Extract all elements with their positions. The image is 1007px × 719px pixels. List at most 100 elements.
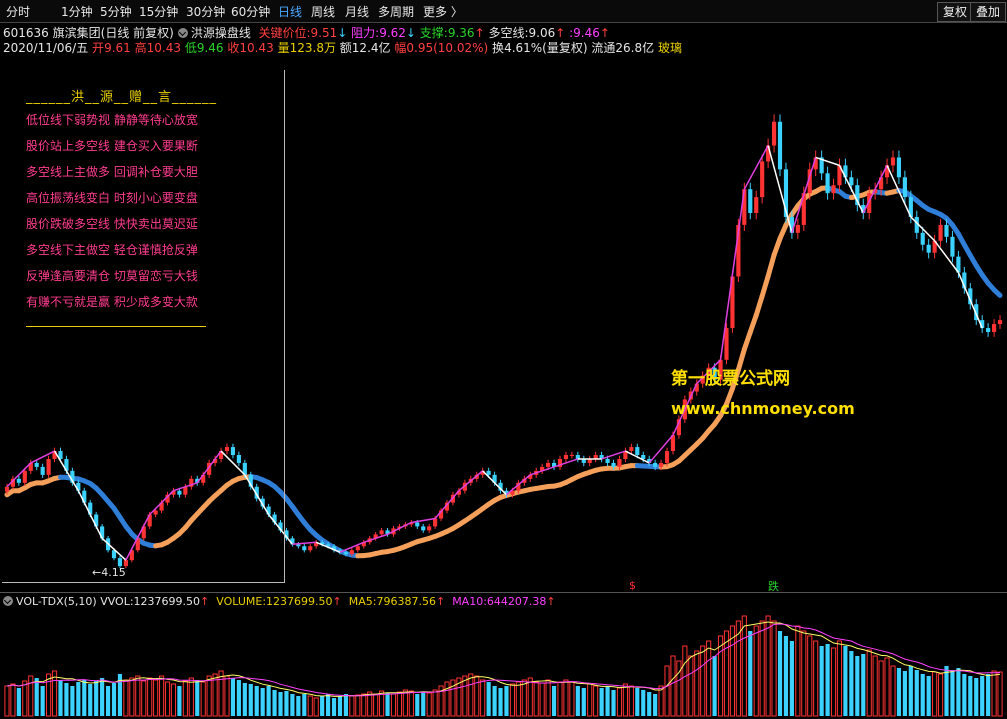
float-value: 26.8亿 [615, 41, 655, 55]
tab-multi-period[interactable]: 多周期 [378, 5, 415, 19]
moving-average-segment [735, 346, 747, 373]
candle-body [825, 173, 830, 194]
volume-ma10-line [6, 623, 1001, 697]
tab-more[interactable]: 更多 〉 [423, 5, 463, 19]
volume-bar [390, 693, 397, 717]
trend-line-segment [530, 466, 555, 476]
trend-line-segment [77, 490, 103, 539]
candle-body [248, 474, 253, 487]
volume-bar [843, 646, 848, 716]
volume-bar [700, 645, 706, 717]
volume-bar [349, 695, 355, 717]
candle-body [159, 502, 164, 511]
candle-body [337, 550, 343, 553]
trend-line-segment [743, 145, 769, 190]
volume-bar [58, 680, 63, 716]
candle-body [111, 550, 117, 559]
candle-body [766, 145, 771, 162]
volume-bar [605, 686, 610, 716]
quote-info-line: 2020/11/06/五 开9.61 高10.43 低9.46 收10.43 量… [3, 39, 1003, 55]
volume-bar [4, 685, 10, 717]
candle-body [760, 161, 765, 198]
candle-body [201, 474, 206, 483]
volume-bar [855, 656, 860, 716]
candle-body [58, 451, 63, 459]
candle-body [462, 482, 467, 491]
tab-monthly[interactable]: 月线 [345, 5, 370, 19]
volume-bar [415, 694, 420, 716]
volume-bar [206, 675, 212, 717]
candle-body [260, 498, 265, 507]
amount-label: 额 [339, 41, 352, 55]
candle-body [498, 482, 503, 491]
candle-body [94, 514, 99, 527]
candle-body [10, 478, 16, 487]
volume-bar [593, 685, 599, 717]
volume-bar [729, 625, 736, 717]
tab-weekly[interactable]: 周线 [311, 5, 336, 19]
poem-line: 有赚不亏就是赢 积少成多变大款 [26, 295, 198, 309]
overlay-button[interactable]: 叠加 [970, 2, 1007, 22]
volume-bar [307, 695, 313, 717]
tab-5min[interactable]: 5分钟 [100, 5, 132, 19]
candle-body [962, 272, 967, 289]
volume-bar [367, 691, 373, 717]
indicator-info-line: 601636 旗滨集团(日线 前复权) 洪源操盘线 关键价位:9.51↓ 阻力:9… [3, 24, 1003, 40]
volume-chart[interactable] [0, 608, 1007, 719]
moving-average-segment [991, 287, 1003, 298]
candle-body [605, 458, 610, 463]
indicator-name[interactable]: 洪源操盘线 [190, 26, 251, 40]
volume-bar [741, 615, 747, 717]
extra-value: 9.46 [573, 26, 600, 40]
volume-bar [266, 686, 271, 716]
candle-body [296, 544, 301, 547]
signal-mark-s: $ [629, 579, 636, 592]
trend-line-segment [910, 216, 936, 242]
volume-bar [456, 677, 462, 717]
candle-body [278, 522, 283, 531]
tab-daily[interactable]: 日线 [278, 5, 303, 19]
vol-indicator-name[interactable]: VOL-TDX(5,10) [16, 595, 97, 608]
dropdown-circle-icon[interactable] [177, 28, 188, 38]
poem-title: ______洪__源__赠__言______ [26, 90, 218, 105]
tab-1min[interactable]: 1分钟 [61, 5, 93, 19]
volume-bar [759, 620, 765, 717]
volume-bar [486, 682, 491, 716]
price-chart[interactable] [0, 56, 1007, 592]
volume-bar [539, 682, 545, 717]
volume-bar [361, 693, 367, 717]
tab-60min[interactable]: 60分钟 [231, 5, 271, 19]
dropdown-circle-icon[interactable] [3, 596, 13, 606]
candle-body [272, 514, 277, 523]
volume-bar [331, 698, 337, 716]
volume-bar [88, 684, 93, 716]
candle-body [117, 558, 123, 567]
candle-body [748, 189, 753, 213]
arrow-up-icon: ↑ [555, 26, 566, 40]
volume-bar [599, 688, 604, 716]
moving-average-segment [729, 367, 741, 392]
trend-line-segment [30, 450, 55, 464]
volume-bar [813, 640, 819, 717]
volume-bar [141, 680, 147, 717]
tab-minute[interactable]: 分时 [6, 5, 31, 19]
trend-line-segment [625, 450, 650, 464]
candle-body [349, 550, 354, 555]
volume-bar [396, 691, 403, 717]
candle-body [480, 470, 485, 475]
trend-line-segment [196, 450, 222, 484]
resistance-value: 9.62 [379, 26, 406, 40]
volume-bar [771, 620, 777, 717]
volume-bar [920, 674, 925, 716]
tab-30min[interactable]: 30分钟 [186, 5, 226, 19]
adjust-button[interactable]: 复权 [937, 2, 974, 22]
volume-bar [926, 676, 931, 716]
ma10-label: MA10: [452, 595, 487, 608]
trend-line-segment [53, 450, 79, 492]
candle-body [914, 216, 919, 233]
arrow-up-icon: ↑ [435, 595, 446, 608]
volume-bar [224, 675, 230, 717]
tab-15min[interactable]: 15分钟 [139, 5, 179, 19]
volume-bar [355, 694, 361, 717]
sector-label: 玻璃 [657, 41, 682, 55]
